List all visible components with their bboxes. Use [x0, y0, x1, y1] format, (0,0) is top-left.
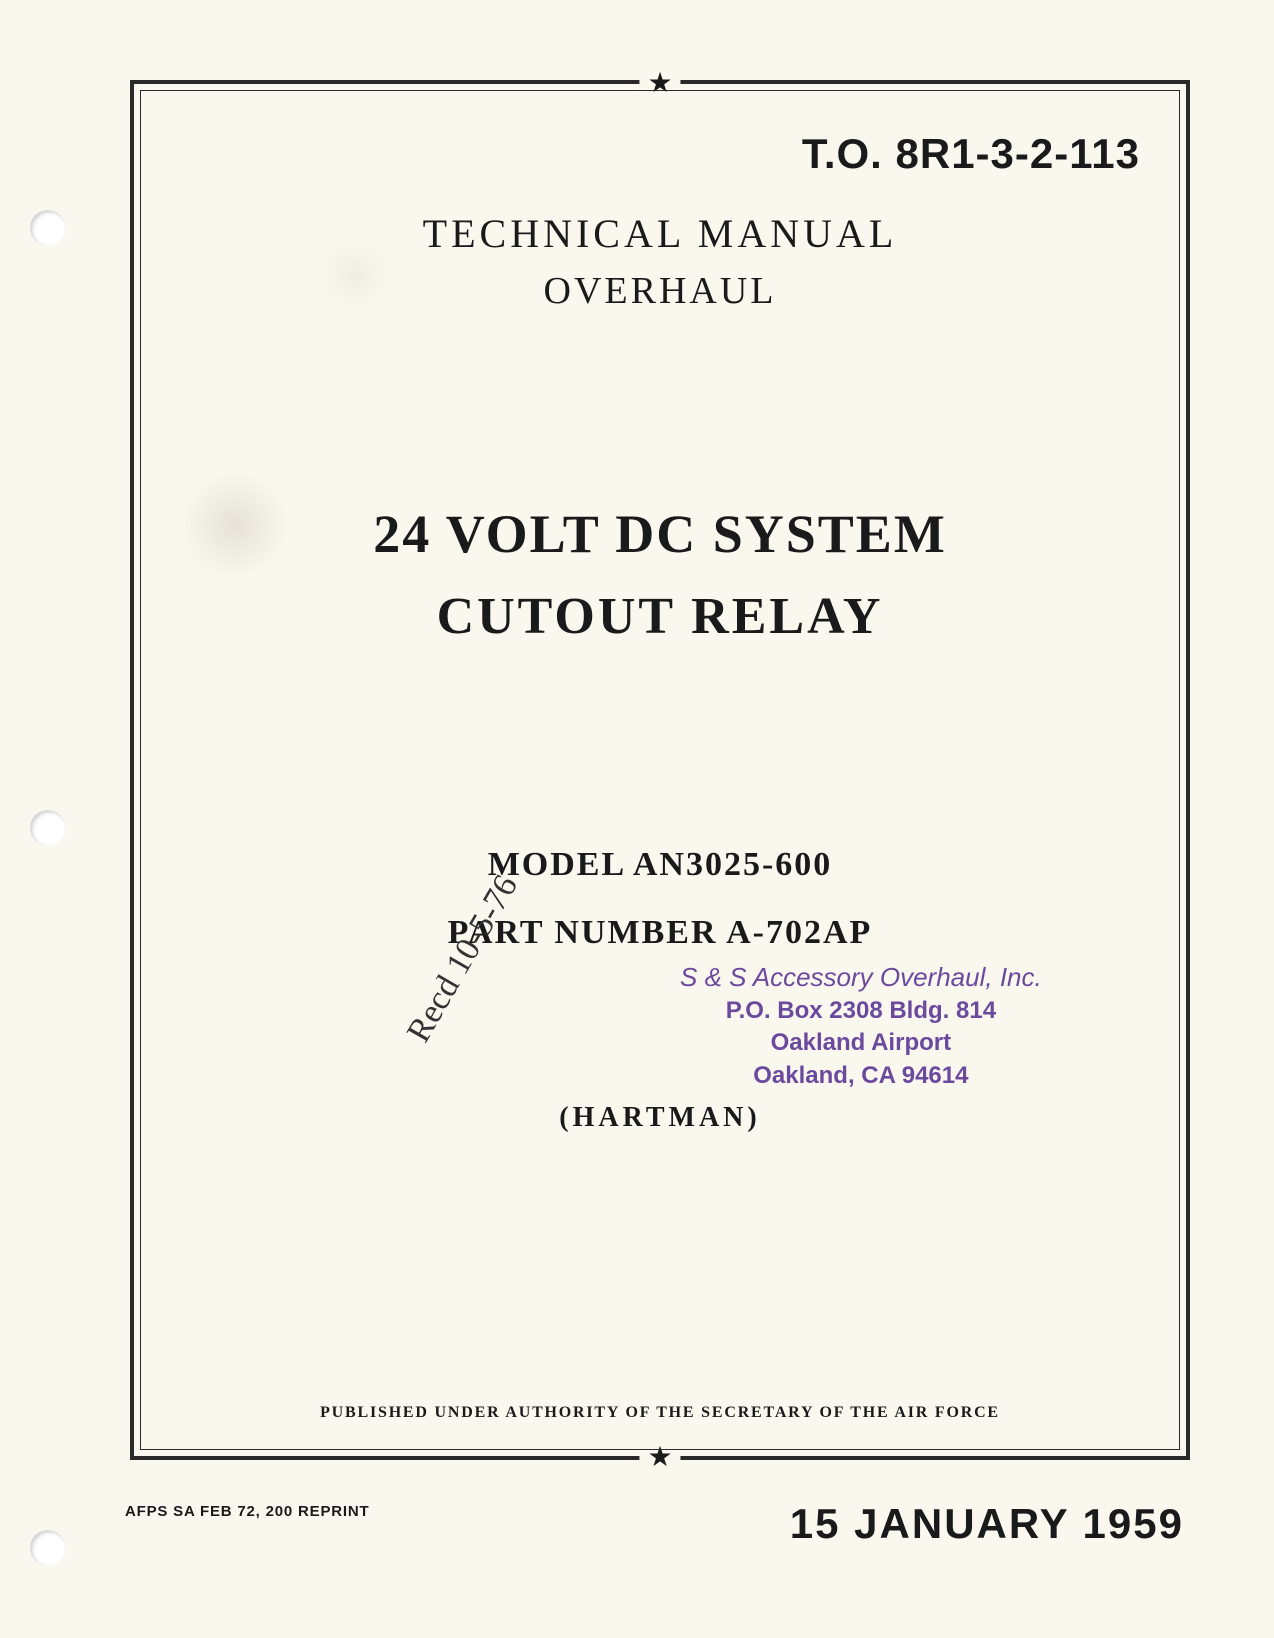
title-line1: 24 VOLT DC SYSTEM [150, 503, 1170, 565]
manufacturer-name: (HARTMAN) [150, 1102, 1170, 1134]
punch-hole [30, 1530, 66, 1566]
document-page: ★ ★ T.O. 8R1-3-2-113 TECHNICAL MANUAL OV… [0, 0, 1274, 1638]
reprint-footer: AFPS SA FEB 72, 200 REPRINT [125, 1503, 369, 1520]
stamp-airport: Oakland Airport [680, 1027, 1042, 1059]
model-number: MODEL AN3025-600 [150, 846, 1170, 884]
stamp-company: S & S Accessory Overhaul, Inc. [680, 960, 1042, 995]
punch-hole [30, 210, 66, 246]
part-number: PART NUMBER A-702AP [150, 914, 1170, 952]
title-line2: CUTOUT RELAY [150, 587, 1170, 646]
authority-statement: PUBLISHED UNDER AUTHORITY OF THE SECRETA… [150, 1404, 1170, 1422]
technical-order-number: T.O. 8R1-3-2-113 [802, 130, 1140, 178]
document-type-line1: TECHNICAL MANUAL [150, 210, 1170, 257]
publication-date: 15 JANUARY 1959 [790, 1500, 1184, 1548]
stamp-city: Oakland, CA 94614 [680, 1060, 1042, 1092]
stamp-pobox: P.O. Box 2308 Bldg. 814 [680, 995, 1042, 1027]
punch-hole [30, 810, 66, 846]
address-stamp: S & S Accessory Overhaul, Inc. P.O. Box … [680, 960, 1042, 1092]
content-area: T.O. 8R1-3-2-113 TECHNICAL MANUAL OVERHA… [150, 100, 1170, 1440]
document-type-line2: OVERHAUL [150, 269, 1170, 313]
